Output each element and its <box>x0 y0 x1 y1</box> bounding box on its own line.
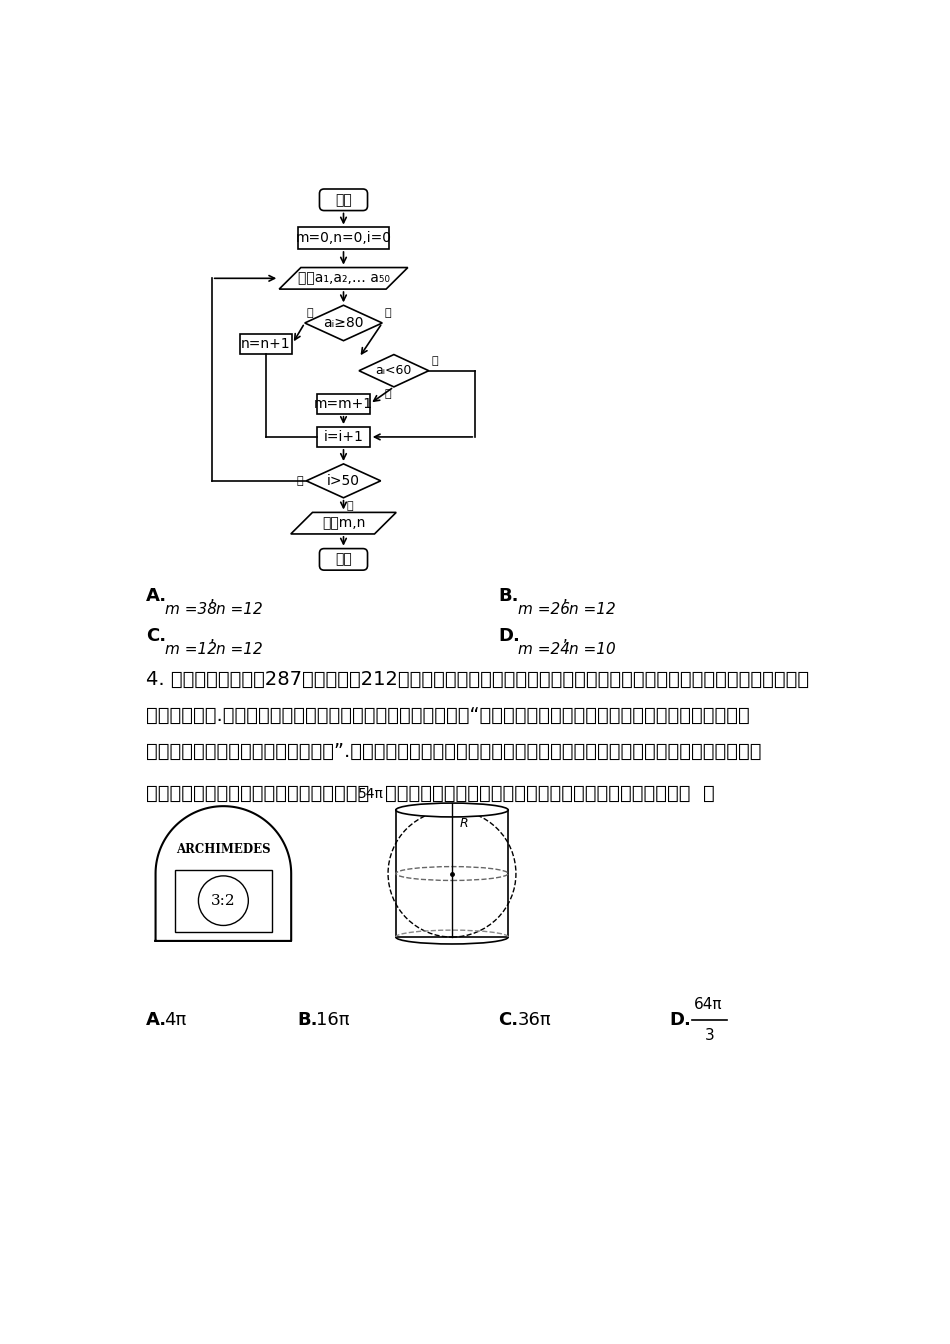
Bar <box>175 870 273 931</box>
Text: n =10: n =10 <box>569 642 616 657</box>
Text: 16π: 16π <box>316 1011 350 1028</box>
Text: ,: , <box>210 589 215 603</box>
Bar <box>396 810 508 937</box>
Text: 3:2: 3:2 <box>211 894 236 907</box>
Polygon shape <box>306 464 381 497</box>
Text: 是: 是 <box>432 356 439 366</box>
Text: 54π: 54π <box>357 786 384 801</box>
Circle shape <box>199 876 248 926</box>
Text: n =12: n =12 <box>217 642 263 657</box>
Text: R: R <box>460 817 468 831</box>
Text: i>50: i>50 <box>327 474 360 488</box>
Text: 输出m,n: 输出m,n <box>322 516 365 530</box>
Text: A.: A. <box>146 1011 167 1028</box>
Text: 是: 是 <box>306 308 313 319</box>
Ellipse shape <box>396 804 508 817</box>
Text: C.: C. <box>146 628 166 645</box>
Text: 开始: 开始 <box>335 192 352 207</box>
Bar <box>297 227 390 249</box>
Text: 36π: 36π <box>518 1011 552 1028</box>
Text: m =12: m =12 <box>165 642 218 657</box>
Text: m =38: m =38 <box>165 602 218 617</box>
Text: D.: D. <box>669 1011 691 1028</box>
Text: aᵢ<60: aᵢ<60 <box>375 364 412 378</box>
Bar <box>317 394 370 414</box>
Text: 界三大数学家.据说，他自己觉得最为满意的一个数学发现就是“圆柱内切球体的体积是圆柱体积的三分之二，并且球: 界三大数学家.据说，他自己觉得最为满意的一个数学发现就是“圆柱内切球体的体积是圆… <box>146 706 750 724</box>
Text: A.: A. <box>146 587 167 605</box>
Text: 否: 否 <box>296 476 303 485</box>
FancyBboxPatch shape <box>319 190 368 211</box>
Text: 否: 否 <box>385 308 391 319</box>
Text: 的圆柱的底面直径与高都等于球的直径，则该球的体积为（  ）: 的圆柱的底面直径与高都等于球的直径，则该球的体积为（ ） <box>385 784 714 804</box>
Text: 4. 阿基米德（公元前287年一公元前212年）是古希脖伟大的哲学家、数学家和物理学家，他和高斯、牛顿并列被称为世: 4. 阿基米德（公元前287年一公元前212年）是古希脖伟大的哲学家、数学家和物… <box>146 669 809 688</box>
FancyBboxPatch shape <box>319 548 368 570</box>
Text: ,: , <box>562 629 568 644</box>
Polygon shape <box>291 512 396 534</box>
Text: m =26: m =26 <box>518 602 570 617</box>
Text: 如图，该球顶天立地，四周碰边，表面积为: 如图，该球顶天立地，四周碰边，表面积为 <box>146 784 370 804</box>
Text: 结束: 结束 <box>335 552 352 566</box>
Text: n=n+1: n=n+1 <box>241 337 291 351</box>
Text: 4π: 4π <box>163 1011 186 1028</box>
Text: ,: , <box>210 629 215 644</box>
Text: 输入a₁,a₂,… a₅₀: 输入a₁,a₂,… a₅₀ <box>297 271 390 285</box>
Text: B.: B. <box>297 1011 317 1028</box>
Text: aᵢ≥80: aᵢ≥80 <box>323 316 364 331</box>
Text: C.: C. <box>499 1011 519 1028</box>
Text: 否: 否 <box>384 390 390 399</box>
Text: ARCHIMEDES: ARCHIMEDES <box>176 844 271 856</box>
Text: m =24: m =24 <box>518 642 570 657</box>
Text: n =12: n =12 <box>569 602 616 617</box>
Text: 的表面积也是圆柱表面积的三分之二”.他特别喜欢这个结论，要求后人在他的墓碗上刻着一个圆柱容器里放了一个球，: 的表面积也是圆柱表面积的三分之二”.他特别喜欢这个结论，要求后人在他的墓碗上刻着… <box>146 742 761 761</box>
Text: ,: , <box>562 589 568 603</box>
Bar <box>317 427 370 448</box>
Polygon shape <box>305 305 382 340</box>
Polygon shape <box>279 267 408 289</box>
Text: 64π: 64π <box>694 997 722 1012</box>
Text: 3: 3 <box>705 1028 714 1043</box>
Text: 是: 是 <box>347 501 353 511</box>
Text: n =12: n =12 <box>217 602 263 617</box>
Bar <box>239 333 293 353</box>
Text: m=0,n=0,i=0: m=0,n=0,i=0 <box>295 231 391 245</box>
Polygon shape <box>359 355 428 387</box>
Text: D.: D. <box>499 628 521 645</box>
Text: B.: B. <box>499 587 519 605</box>
Text: m=m+1: m=m+1 <box>314 396 373 411</box>
Text: i=i+1: i=i+1 <box>324 430 364 444</box>
